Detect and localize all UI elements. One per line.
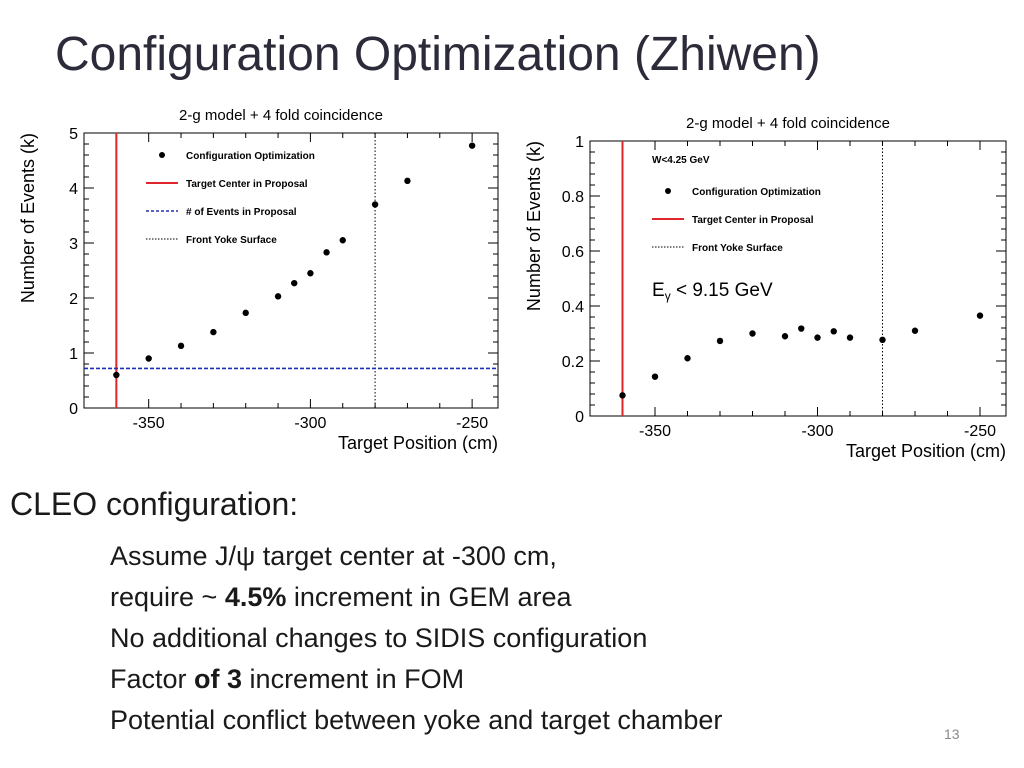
bullet-item: Factor of 3 increment in FOM xyxy=(110,659,722,700)
left-chart-x-tick-label: -350 xyxy=(133,415,165,432)
right-chart-data-point xyxy=(781,333,789,340)
left-chart-y-tick-label: 3 xyxy=(69,236,78,253)
left-chart-data-point xyxy=(113,371,120,379)
right-chart-data-point xyxy=(684,355,691,362)
right-chart-data-point xyxy=(716,337,724,345)
left-chart-y-tick-label: 2 xyxy=(69,291,78,308)
right-chart-legend-marker xyxy=(665,188,671,194)
left-chart-legend-label: Target Center in Proposal xyxy=(186,179,308,190)
right-chart-data-point xyxy=(749,330,756,337)
right-chart-frame xyxy=(589,140,1007,417)
left-chart-data-point xyxy=(291,279,298,287)
right-chart-data-point xyxy=(814,334,821,341)
left-chart: 2-g model + 4 fold coincidence -350 -300 -2… xyxy=(18,107,499,453)
left-chart-y-tick-label: 1 xyxy=(69,346,78,363)
right-chart-legend-label: Configuration Optimization xyxy=(692,187,821,198)
right-chart-x-axis-label: Target Position (cm) xyxy=(846,441,1006,461)
right-chart-title: 2-g model + 4 fold coincidence xyxy=(686,115,890,132)
left-chart-data-point xyxy=(371,201,379,208)
left-chart-title: 2-g model + 4 fold coincidence xyxy=(179,107,383,124)
bullet-text-bold: of 3 xyxy=(194,664,243,694)
right-chart-x-tick-label: -250 xyxy=(964,423,996,440)
bullet-text-bold: 4.5% xyxy=(224,582,287,612)
right-chart-data-point xyxy=(879,336,886,344)
left-chart-data-point xyxy=(274,293,282,300)
bullet-item: No additional changes to SIDIS configura… xyxy=(110,618,722,659)
body-heading: CLEO configuration: xyxy=(10,486,299,522)
left-chart-y-tick-label: 0 xyxy=(69,401,78,418)
left-chart-data-point xyxy=(323,249,330,256)
annotation-main: E xyxy=(652,280,665,301)
left-chart-data-point xyxy=(307,270,314,277)
left-chart-x-tick-label: -300 xyxy=(294,415,326,432)
left-chart-data-point xyxy=(404,177,411,185)
right-chart-y-tick-label: 0.6 xyxy=(562,244,584,261)
right-chart-x-tick-label: -350 xyxy=(639,423,671,440)
bullet-item: Potential conflict between yoke and targ… xyxy=(110,700,722,741)
left-chart-data-point xyxy=(339,237,346,244)
right-chart-y-axis-label: Number of Events (k) xyxy=(524,141,544,311)
right-chart-y-tick-label: 1 xyxy=(575,134,584,151)
left-chart-data-point xyxy=(145,355,152,362)
right-chart-data-point xyxy=(830,328,837,335)
left-chart-data-point xyxy=(468,142,476,149)
right-chart-y-tick-label: 0.8 xyxy=(562,189,584,206)
left-chart-data-point xyxy=(210,328,217,336)
annotation-rest: < 9.15 GeV xyxy=(671,280,773,301)
bullet-text: increment in GEM area xyxy=(286,582,572,612)
bullet-text: No additional changes to SIDIS configura… xyxy=(110,623,648,653)
left-chart-legend-label: Configuration Optimization xyxy=(186,151,315,162)
left-chart-y-axis-label: Number of Events (k) xyxy=(18,133,38,303)
right-chart-data-point xyxy=(911,327,919,334)
left-chart-legend-label: Front Yoke Surface xyxy=(186,235,277,246)
bullet-item: Assume J/ψ target center at -300 cm, xyxy=(110,536,722,577)
bullet-list: Assume J/ψ target center at -300 cm, req… xyxy=(110,536,722,741)
left-chart-x-axis-label: Target Position (cm) xyxy=(338,433,498,453)
left-chart-y-tick-label: 4 xyxy=(69,181,78,198)
annotation-subscript: γ xyxy=(665,289,671,303)
bullet-text: Assume J/ψ target center at -300 cm, xyxy=(110,541,557,571)
right-chart-legend-header: W<4.25 GeV xyxy=(652,155,710,166)
charts-area: 2-g model + 4 fold coincidence -350 -300 -2… xyxy=(18,107,1007,461)
left-chart-y-tick-label: 5 xyxy=(69,126,78,143)
right-chart-data-point xyxy=(846,334,854,341)
bullet-item: require ~ 4.5% increment in GEM area xyxy=(110,577,722,618)
left-chart-legend-marker xyxy=(159,152,165,158)
right-chart-y-tick-label: 0 xyxy=(575,409,584,426)
right-chart-data-point xyxy=(619,392,626,399)
right-chart-x-tick-label: -300 xyxy=(801,423,833,440)
left-chart-data-point xyxy=(177,342,185,350)
right-chart-data-point xyxy=(798,325,805,332)
right-chart-y-tick-label: 0.2 xyxy=(562,354,584,371)
left-chart-data-point xyxy=(242,309,249,317)
right-chart-data-point xyxy=(651,373,659,380)
left-chart-legend-label: # of Events in Proposal xyxy=(186,207,297,218)
left-chart-x-tick-label: -250 xyxy=(456,415,488,432)
right-chart: 2-g model + 4 fold coincidence -350 -300 -2… xyxy=(524,115,1007,461)
slide-title: Configuration Optimization (Zhiwen) xyxy=(55,28,821,81)
right-chart-legend-label: Front Yoke Surface xyxy=(692,243,783,254)
slide-number: 13 xyxy=(944,726,960,742)
right-chart-legend-label: Target Center in Proposal xyxy=(692,215,814,226)
bullet-text: Potential conflict between yoke and targ… xyxy=(110,705,723,735)
bullet-text: increment in FOM xyxy=(242,664,465,694)
bullet-text: require ~ xyxy=(110,582,225,612)
right-chart-y-tick-label: 0.4 xyxy=(562,299,584,316)
bullet-text: Factor xyxy=(110,664,195,694)
right-chart-data-point xyxy=(976,312,984,319)
right-chart-annotation: Eγ < 9.15 GeV xyxy=(652,280,773,303)
left-chart-frame xyxy=(83,132,499,409)
